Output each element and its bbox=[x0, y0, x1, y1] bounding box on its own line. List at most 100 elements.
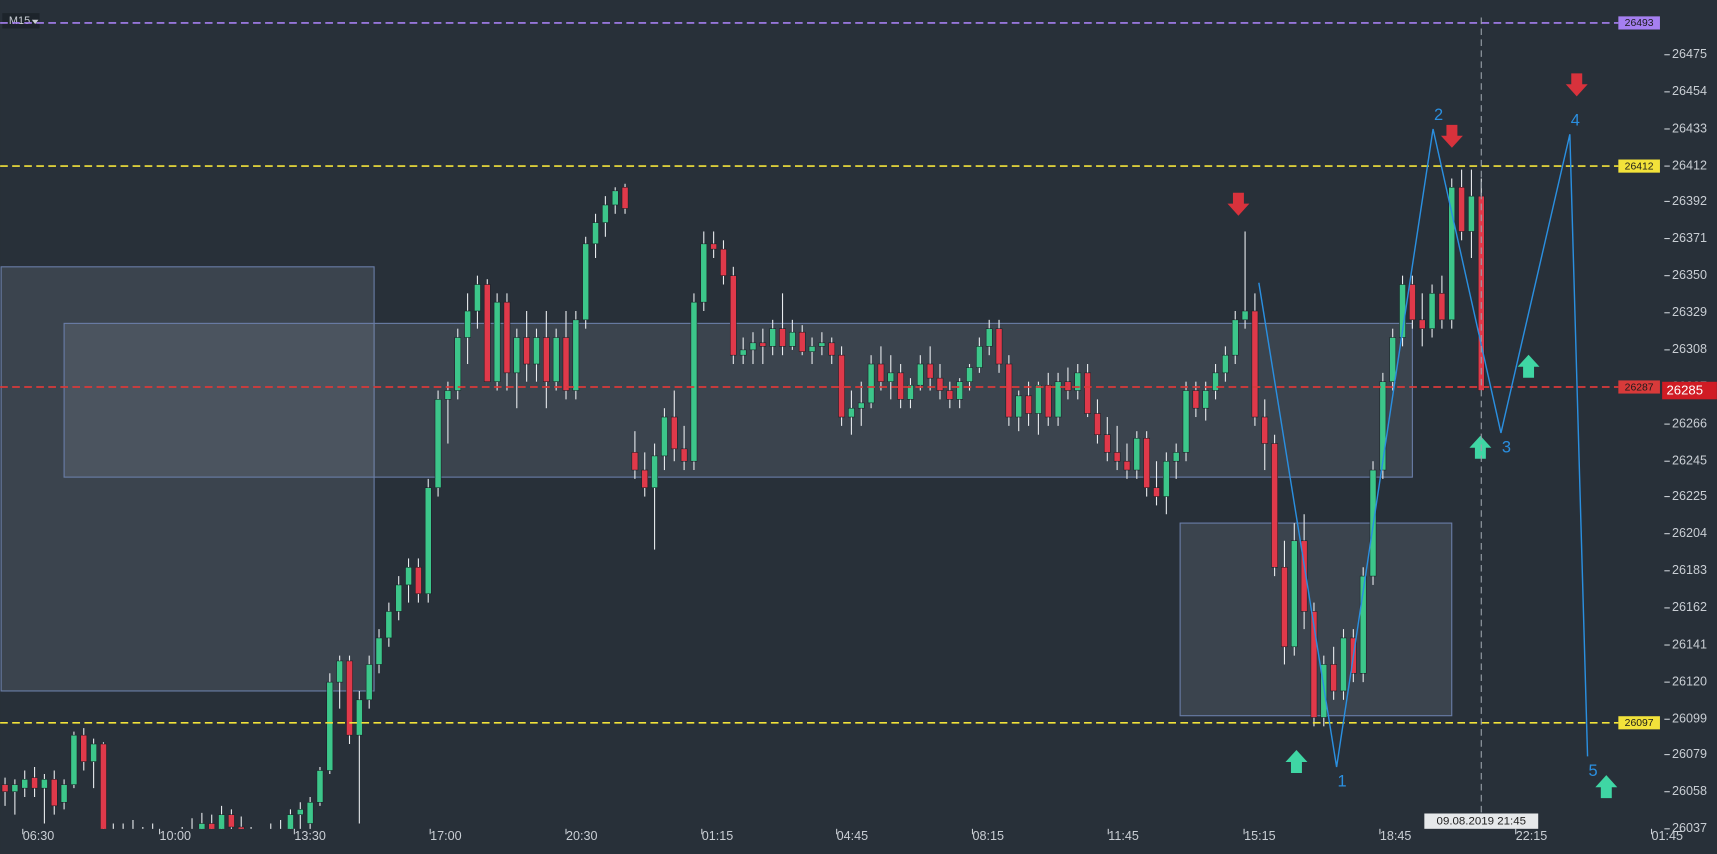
candle-body bbox=[1044, 384, 1052, 418]
candle-body bbox=[464, 310, 471, 338]
candle-body bbox=[976, 346, 983, 368]
candle-body bbox=[916, 363, 924, 386]
candle-body bbox=[1300, 540, 1308, 612]
candle-body bbox=[641, 469, 649, 489]
candle-body bbox=[1192, 390, 1200, 409]
candle-body bbox=[237, 826, 245, 829]
x-tick-label: 10:00 bbox=[160, 829, 191, 843]
candle-body bbox=[346, 660, 353, 736]
wave-label: 5 bbox=[1588, 762, 1597, 780]
y-tick-label: 26329 bbox=[1672, 305, 1707, 319]
candle-body bbox=[1359, 575, 1367, 674]
candle-body bbox=[720, 248, 727, 276]
candle-body bbox=[838, 354, 845, 418]
candle-body bbox=[50, 779, 58, 807]
candle-body bbox=[60, 784, 68, 803]
candle-body bbox=[1054, 381, 1062, 418]
candle-body bbox=[365, 664, 373, 701]
candle-body bbox=[543, 337, 550, 382]
y-tick-label: 26350 bbox=[1672, 268, 1707, 282]
candle-body bbox=[1222, 354, 1229, 374]
x-tick-label: 08:15 bbox=[972, 829, 1003, 843]
candle-body bbox=[1251, 310, 1259, 418]
candle-body bbox=[1290, 540, 1298, 648]
candle-body bbox=[798, 331, 806, 352]
candle-body bbox=[1231, 319, 1239, 356]
candle-body bbox=[1271, 443, 1278, 568]
candle-body bbox=[1133, 437, 1141, 471]
candle-body bbox=[503, 301, 511, 374]
level-tag bbox=[1618, 716, 1660, 730]
candle-body bbox=[946, 390, 954, 400]
candle-body bbox=[1241, 310, 1249, 321]
level-tag bbox=[1618, 159, 1660, 173]
candle-body bbox=[690, 301, 698, 462]
candle-body bbox=[100, 743, 107, 829]
candle-body bbox=[1015, 395, 1023, 418]
y-tick-label: 26308 bbox=[1672, 342, 1707, 356]
candle-body bbox=[434, 399, 442, 489]
candle-body bbox=[523, 337, 530, 365]
candle-body bbox=[90, 743, 97, 762]
timeframe[interactable]: M15 bbox=[9, 15, 30, 27]
candle-body bbox=[759, 342, 767, 347]
timeframe-box[interactable] bbox=[2, 13, 40, 29]
y-tick-label: 26454 bbox=[1672, 84, 1707, 98]
candle-body bbox=[533, 337, 540, 365]
last-price: 26285 bbox=[1667, 383, 1704, 398]
candle-body bbox=[848, 407, 855, 418]
y-tick-label: 26058 bbox=[1672, 784, 1707, 798]
y-tick-label: 26037 bbox=[1672, 821, 1707, 835]
candle-body bbox=[1438, 293, 1446, 321]
candle-body bbox=[1458, 187, 1465, 232]
candle-body bbox=[1379, 381, 1387, 471]
candle-body bbox=[454, 337, 462, 391]
candle-body bbox=[1340, 637, 1347, 692]
x-tick-label: 15:15 bbox=[1244, 829, 1275, 843]
candle-body bbox=[296, 809, 304, 815]
candle-body bbox=[287, 814, 294, 829]
candle-body bbox=[926, 363, 934, 379]
level-tag bbox=[1618, 16, 1660, 30]
candle-body bbox=[769, 328, 777, 347]
candle-body bbox=[1202, 390, 1210, 409]
candle-body bbox=[493, 301, 501, 382]
candle-body bbox=[631, 452, 639, 471]
candle-body bbox=[336, 660, 343, 683]
dropdown-caret bbox=[31, 19, 39, 25]
candle-body bbox=[1468, 195, 1475, 232]
candle-body bbox=[1163, 460, 1170, 497]
sell-arrow bbox=[1565, 73, 1588, 97]
y-tick-label: 26245 bbox=[1672, 454, 1707, 468]
candle-body bbox=[228, 814, 235, 828]
candle-body bbox=[11, 784, 19, 792]
candle-body bbox=[1074, 372, 1082, 391]
zone bbox=[63, 322, 1413, 478]
y-tick-label: 26225 bbox=[1672, 489, 1707, 503]
candle-body bbox=[1113, 452, 1121, 462]
candle-body bbox=[808, 346, 816, 352]
candle-body bbox=[444, 390, 452, 400]
candle-body bbox=[867, 363, 875, 404]
wave-label: 1 bbox=[1338, 773, 1347, 791]
candle-body bbox=[670, 416, 678, 450]
candle-body bbox=[936, 377, 944, 391]
candle-body bbox=[385, 611, 393, 639]
candle-body bbox=[602, 204, 609, 223]
candle-body bbox=[1172, 452, 1180, 462]
candle-body bbox=[326, 681, 334, 771]
candle-body bbox=[1025, 395, 1032, 414]
candle-body bbox=[316, 770, 324, 803]
candle-body bbox=[218, 814, 225, 829]
candle-body bbox=[1212, 372, 1219, 391]
candle-body bbox=[513, 337, 521, 374]
candle-body bbox=[41, 779, 48, 789]
candle-body bbox=[1448, 187, 1456, 321]
level-label: 26412 bbox=[1625, 161, 1654, 172]
buy-arrow bbox=[1469, 435, 1492, 459]
candle-body bbox=[208, 823, 216, 829]
candle-body bbox=[857, 402, 865, 409]
candle-body bbox=[552, 337, 560, 382]
candle-body bbox=[1428, 293, 1436, 329]
